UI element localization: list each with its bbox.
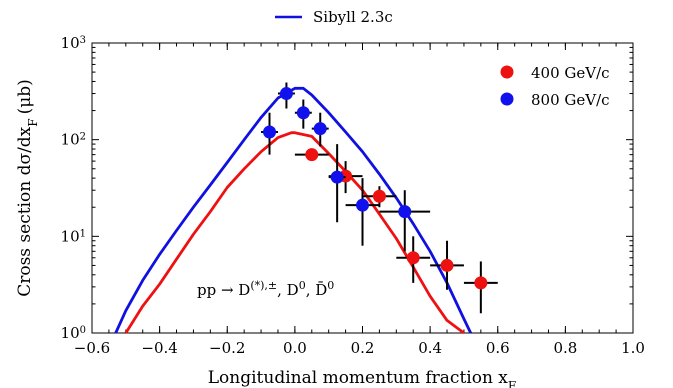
model-curves (114, 86, 472, 335)
point-800gev (296, 106, 310, 120)
x-tick-label: 1.0 (621, 339, 645, 357)
point-800gev (279, 87, 293, 101)
x-tick-label: 0.0 (283, 339, 307, 357)
axis-ticks: −0.6 −0.4 −0.2 0.0 0.2 0.4 0.6 0.8 1.0 100 101 102 1… (61, 34, 645, 357)
x-tick-label: −0.4 (141, 339, 177, 357)
model-curve (124, 131, 465, 335)
x-tick-label: 0.4 (418, 339, 442, 357)
legend-400-label: 400 GeV/c (531, 64, 610, 82)
legend-800-marker (500, 92, 514, 106)
point-800gev (398, 205, 412, 219)
point-800gev (356, 198, 369, 212)
x-tick-label: 0.8 (553, 339, 577, 357)
x-tick-label: 0.6 (486, 339, 510, 357)
model-curve (114, 86, 472, 334)
y-tick-label: 101 (61, 227, 86, 245)
point-800gev (263, 125, 277, 139)
point-400gev (440, 258, 454, 272)
x-axis-label: Longitudinal momentum fraction xF (208, 368, 516, 388)
point-400gev (305, 148, 319, 162)
legend-800-label: 800 GeV/c (531, 91, 610, 109)
point-800gev (313, 122, 327, 136)
point-400gev (474, 276, 488, 290)
legend-400-marker (500, 65, 514, 79)
data-points (261, 82, 498, 314)
y-tick-label: 102 (61, 131, 86, 149)
legend-top-label: Sibyll 2.3c (313, 8, 393, 26)
legend-right: 400 GeV/c 800 GeV/c (500, 64, 610, 109)
point-800gev (330, 170, 344, 184)
x-tick-label: −0.2 (209, 339, 245, 357)
legend-top: Sibyll 2.3c (275, 8, 393, 26)
process-annotation: pp → D(*),±, D0, D̄0 (197, 279, 334, 300)
y-axis-label: Cross section dσ/dxF(μb) (15, 79, 40, 297)
x-tick-label: 0.2 (351, 339, 375, 357)
point-400gev (372, 189, 386, 203)
x-tick-label: −0.6 (74, 339, 110, 357)
y-tick-label: 100 (61, 324, 86, 342)
y-tick-label: 103 (61, 34, 86, 52)
point-400gev (406, 251, 420, 265)
